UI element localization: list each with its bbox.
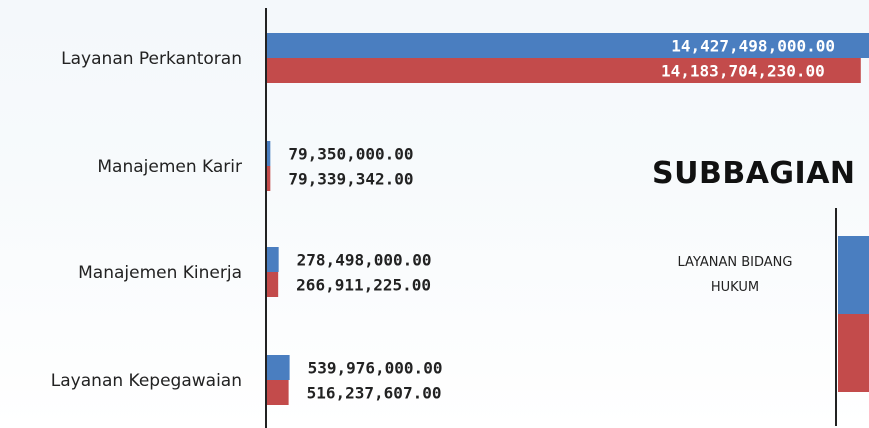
bar-blue — [267, 141, 271, 166]
bar-red — [267, 58, 861, 83]
bar-red — [267, 380, 289, 405]
data-label: 79,350,000.00 — [288, 145, 413, 164]
category-label: Manajemen Kinerja — [78, 263, 242, 283]
data-label: 278,498,000.00 — [297, 251, 432, 270]
bar-blue — [267, 355, 290, 380]
category-label: Layanan Kepegawaian — [51, 371, 242, 391]
data-label: 266,911,225.00 — [296, 276, 431, 295]
subbagian-bar-blue — [838, 236, 869, 314]
category-label: Manajemen Karir — [97, 157, 242, 177]
category-label: Layanan Perkantoran — [61, 49, 242, 69]
data-label: 14,183,704,230.00 — [661, 62, 825, 81]
subbagian-label-line1: LAYANAN BIDANG — [677, 255, 793, 270]
bar-blue — [267, 247, 279, 272]
data-label: 539,976,000.00 — [308, 359, 443, 378]
data-label: 79,339,342.00 — [288, 170, 413, 189]
subbagian-category-label: LAYANAN BIDANG HUKUM — [640, 250, 830, 300]
data-label: 516,237,607.00 — [307, 384, 442, 403]
bar-red — [267, 272, 279, 297]
data-label: 14,427,498,000.00 — [671, 37, 835, 56]
bar-red — [267, 166, 271, 191]
subbagian-label-line2: HUKUM — [710, 280, 760, 295]
subbagian-bar-red — [838, 314, 869, 392]
subbagian-title: SUBBAGIAN — [652, 156, 856, 191]
bar-blue — [267, 33, 869, 58]
subbagian-axis-line — [835, 208, 837, 426]
